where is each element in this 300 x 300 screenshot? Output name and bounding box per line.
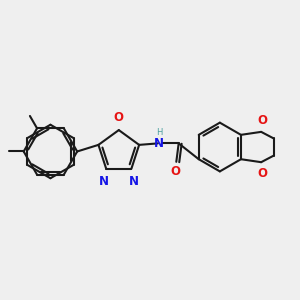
Text: H: H (156, 128, 163, 137)
Text: O: O (258, 114, 268, 127)
Text: N: N (129, 175, 139, 188)
Text: O: O (114, 110, 124, 124)
Text: N: N (99, 175, 109, 188)
Text: O: O (171, 165, 181, 178)
Text: O: O (258, 167, 268, 180)
Text: N: N (154, 137, 164, 150)
